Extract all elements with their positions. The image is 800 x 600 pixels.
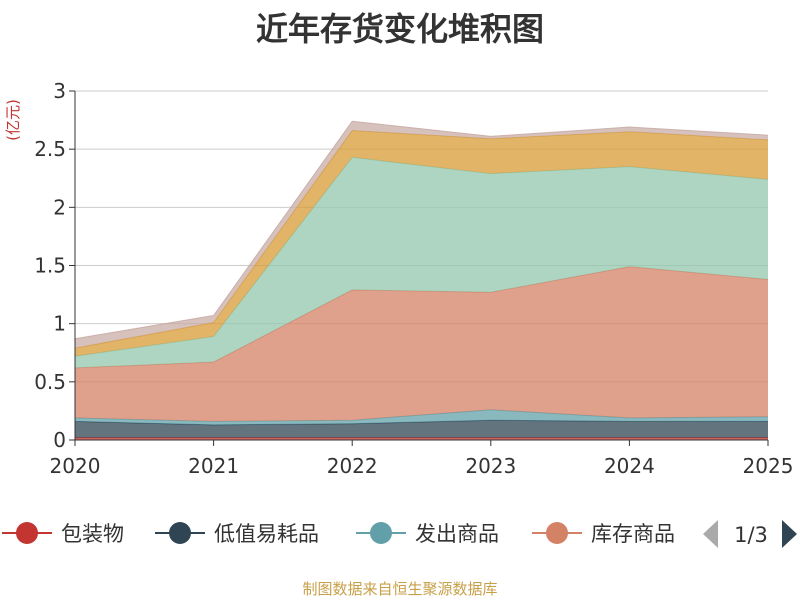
area-series [74,120,769,440]
y-tick-label: 0 [53,428,66,452]
x-tick-label: 2024 [604,454,655,478]
legend-pager: 1/3 [703,520,797,548]
legend-item[interactable]: 库存商品 [532,522,675,546]
area-series-line-6 [74,120,769,340]
x-tick-label: 2020 [50,454,101,478]
legend-marker [546,522,568,544]
y-tick-label: 2.5 [34,137,66,161]
legend-label: 低值易耗品 [214,522,319,546]
y-tick-label: 1.5 [34,254,66,278]
y-tick-label: 1 [53,312,66,336]
y-tick-label: 2 [53,195,66,219]
legend-label: 包装物 [61,522,124,546]
next-page-icon[interactable] [782,520,797,548]
legend-label: 库存商品 [591,522,675,546]
y-tick-label: 0.5 [34,370,66,394]
area-series-1 [75,420,768,438]
legend-item[interactable]: 低值易耗品 [155,522,319,546]
legend-page-indicator: 1/3 [734,523,768,547]
area-series-5 [75,130,768,357]
x-tick-label: 2022 [327,454,378,478]
x-tick-label: 2023 [465,454,516,478]
axes: 0 0.5 1 1.5 2 2.5 3 2020 2021 2022 2023 2024 2025 [34,79,793,478]
area-series-2 [75,409,768,425]
area-series-4 [75,157,768,368]
y-tick-label: 3 [53,79,66,103]
legend-item[interactable]: 发出商品 [356,522,499,546]
area-series-0 [75,437,768,440]
y-axis-unit-label: (亿元) [4,99,22,141]
chart-title: 近年存货变化堆积图 [255,10,544,48]
area-series-3 [75,266,768,422]
x-tick-label: 2021 [188,454,239,478]
legend-marker [370,522,392,544]
legend-marker [169,522,191,544]
x-tick-label: 2025 [743,454,794,478]
data-source-note: 制图数据来自恒生聚源数据库 [302,580,498,598]
legend-marker [16,522,38,544]
legend-label: 发出商品 [415,522,499,546]
previous-page-icon[interactable] [703,520,718,548]
legend-item[interactable]: 包装物 [2,522,124,546]
legend: 包装物 低值易耗品 发出商品 库存商品 [2,522,675,546]
